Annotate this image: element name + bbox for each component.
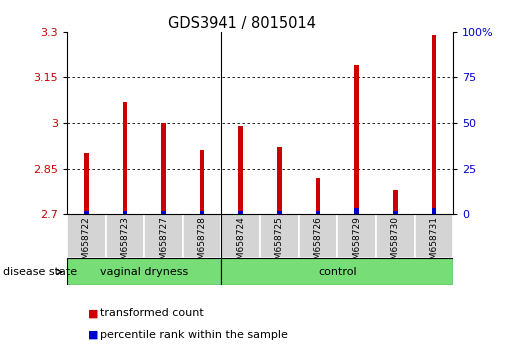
Text: GSM658728: GSM658728 [198,216,207,271]
Bar [84,153,89,214]
Bar [415,214,453,258]
Bar [354,65,359,214]
Bar [238,126,243,214]
Bar [337,214,376,258]
Bar [316,211,320,214]
Bar [123,211,127,214]
Text: transformed count: transformed count [100,308,204,318]
Text: GSM658725: GSM658725 [275,216,284,271]
Text: vaginal dryness: vaginal dryness [100,267,188,277]
Bar [260,214,299,258]
Text: GSM658724: GSM658724 [236,216,245,271]
Bar [432,208,436,214]
Bar [161,123,166,214]
Text: GSM658729: GSM658729 [352,216,361,271]
Text: GSM658723: GSM658723 [121,216,129,271]
Text: GSM658731: GSM658731 [430,216,438,272]
Text: GSM658726: GSM658726 [314,216,322,271]
Text: control: control [318,267,356,277]
Bar [123,102,127,214]
Bar [67,214,106,258]
Text: ■: ■ [88,308,98,318]
Bar [161,211,166,214]
Bar [316,178,320,214]
Bar [200,211,204,214]
Text: percentile rank within the sample: percentile rank within the sample [100,330,288,339]
Bar [67,258,221,285]
Bar [221,258,453,285]
Text: ■: ■ [88,330,98,339]
Text: GDS3941 / 8015014: GDS3941 / 8015014 [168,16,316,31]
Bar [277,147,282,214]
Bar [144,214,183,258]
Text: disease state: disease state [3,267,77,277]
Bar [238,211,243,214]
Bar [277,211,282,214]
Bar [221,214,260,258]
Bar [84,211,89,214]
Bar [200,150,204,214]
Bar [183,214,221,258]
Bar [376,214,415,258]
Text: GSM658722: GSM658722 [82,216,91,271]
Bar [299,214,337,258]
Text: GSM658727: GSM658727 [159,216,168,271]
Bar [393,211,398,214]
Bar [432,35,436,214]
Text: GSM658730: GSM658730 [391,216,400,272]
Bar [393,190,398,214]
Bar [354,208,359,214]
Bar [106,214,144,258]
